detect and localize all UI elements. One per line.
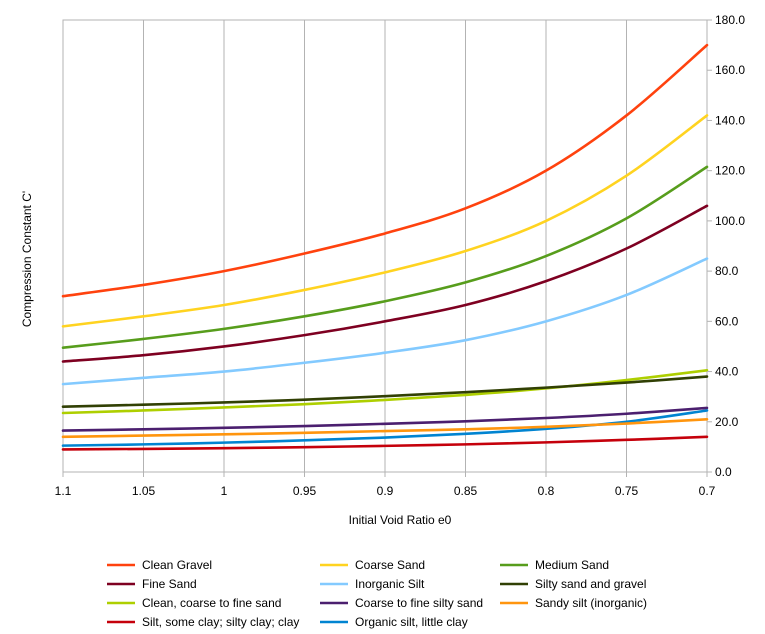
x-tick-label: 1.1 [55,484,72,498]
series-line-clean-coarse-to-fine-sand [61,369,709,415]
x-tick-label: 0.7 [699,484,716,498]
legend-item-silt-some-clay-silty-clay-clay: Silt, some clay; silty clay; clay [107,615,299,629]
legend-label: Silt, some clay; silty clay; clay [142,615,299,629]
legend-label: Silty sand and gravel [535,577,646,591]
legend-item-clean-coarse-to-fine-sand: Clean, coarse to fine sand [107,596,281,610]
y-tick-label: 0.0 [715,465,732,479]
y-tick-label: 120.0 [715,164,745,178]
legend-label: Medium Sand [535,558,609,572]
legend-label: Inorganic Silt [355,577,425,591]
legend-item-clean-gravel: Clean Gravel [107,558,212,572]
legend-item-inorganic-silt: Inorganic Silt [320,577,425,591]
legend-item-coarse-sand: Coarse Sand [320,558,425,572]
legend-item-sandy-silt-inorganic: Sandy silt (inorganic) [500,596,647,610]
series-line-sandy-silt-inorganic [61,417,709,439]
x-tick-label: 0.95 [293,484,317,498]
legend-item-medium-sand: Medium Sand [500,558,609,572]
series-line-inorganic-silt [61,257,709,386]
y-tick-label: 140.0 [715,113,745,127]
legend-label: Fine Sand [142,577,197,591]
y-tick-label: 60.0 [715,314,739,328]
legend-label: Clean Gravel [142,558,212,572]
x-tick-label: 0.8 [538,484,555,498]
legend-label: Coarse Sand [355,558,425,572]
x-tick-label: 0.85 [454,484,478,498]
legend-label: Coarse to fine silty sand [355,596,483,610]
y-tick-label: 80.0 [715,264,739,278]
legend-item-fine-sand: Fine Sand [107,577,197,591]
series-line-coarse-to-fine-silty-sand [61,406,709,432]
series-layer [61,43,709,451]
x-axis-ticks: 1.1 1.05 1 0.95 0.9 0.85 0.8 0.75 0.7 [55,472,716,498]
legend-item-coarse-to-fine-silty-sand: Coarse to fine silty sand [320,596,483,610]
legend-label: Organic silt, little clay [355,615,468,629]
y-tick-label: 40.0 [715,365,739,379]
x-axis-title: Initial Void Ratio e0 [349,513,452,527]
legend-label: Clean, coarse to fine sand [142,596,281,610]
series-line-fine-sand [61,204,709,363]
x-tick-label: 0.9 [377,484,394,498]
series-line-silty-sand-and-gravel [61,375,709,409]
y-tick-label: 160.0 [715,63,745,77]
x-tick-label: 0.75 [615,484,639,498]
y-tick-label: 20.0 [715,415,739,429]
y-tick-label: 100.0 [715,214,745,228]
y-axis-ticks: 0.0 20.0 40.0 60.0 80.0 100.0 120.0 140.0 160.0 1… [707,13,745,479]
x-tick-label: 1 [221,484,228,498]
legend-item-organic-silt-little-clay: Organic silt, little clay [320,615,468,629]
legend: Clean Gravel Coarse Sand Medium Sand Fine S… [107,558,647,629]
y-axis-title: Compression Constant C' [20,191,34,327]
legend-label: Sandy silt (inorganic) [535,596,647,610]
series-line-clean-gravel [61,43,709,298]
x-tick-label: 1.05 [132,484,156,498]
series-line-medium-sand [61,165,709,349]
legend-item-silty-sand-and-gravel: Silty sand and gravel [500,577,646,591]
series-line-coarse-sand [61,114,709,328]
y-tick-label: 180.0 [715,13,745,27]
series-line-silt-some-clay-silty-clay-clay [61,435,709,451]
